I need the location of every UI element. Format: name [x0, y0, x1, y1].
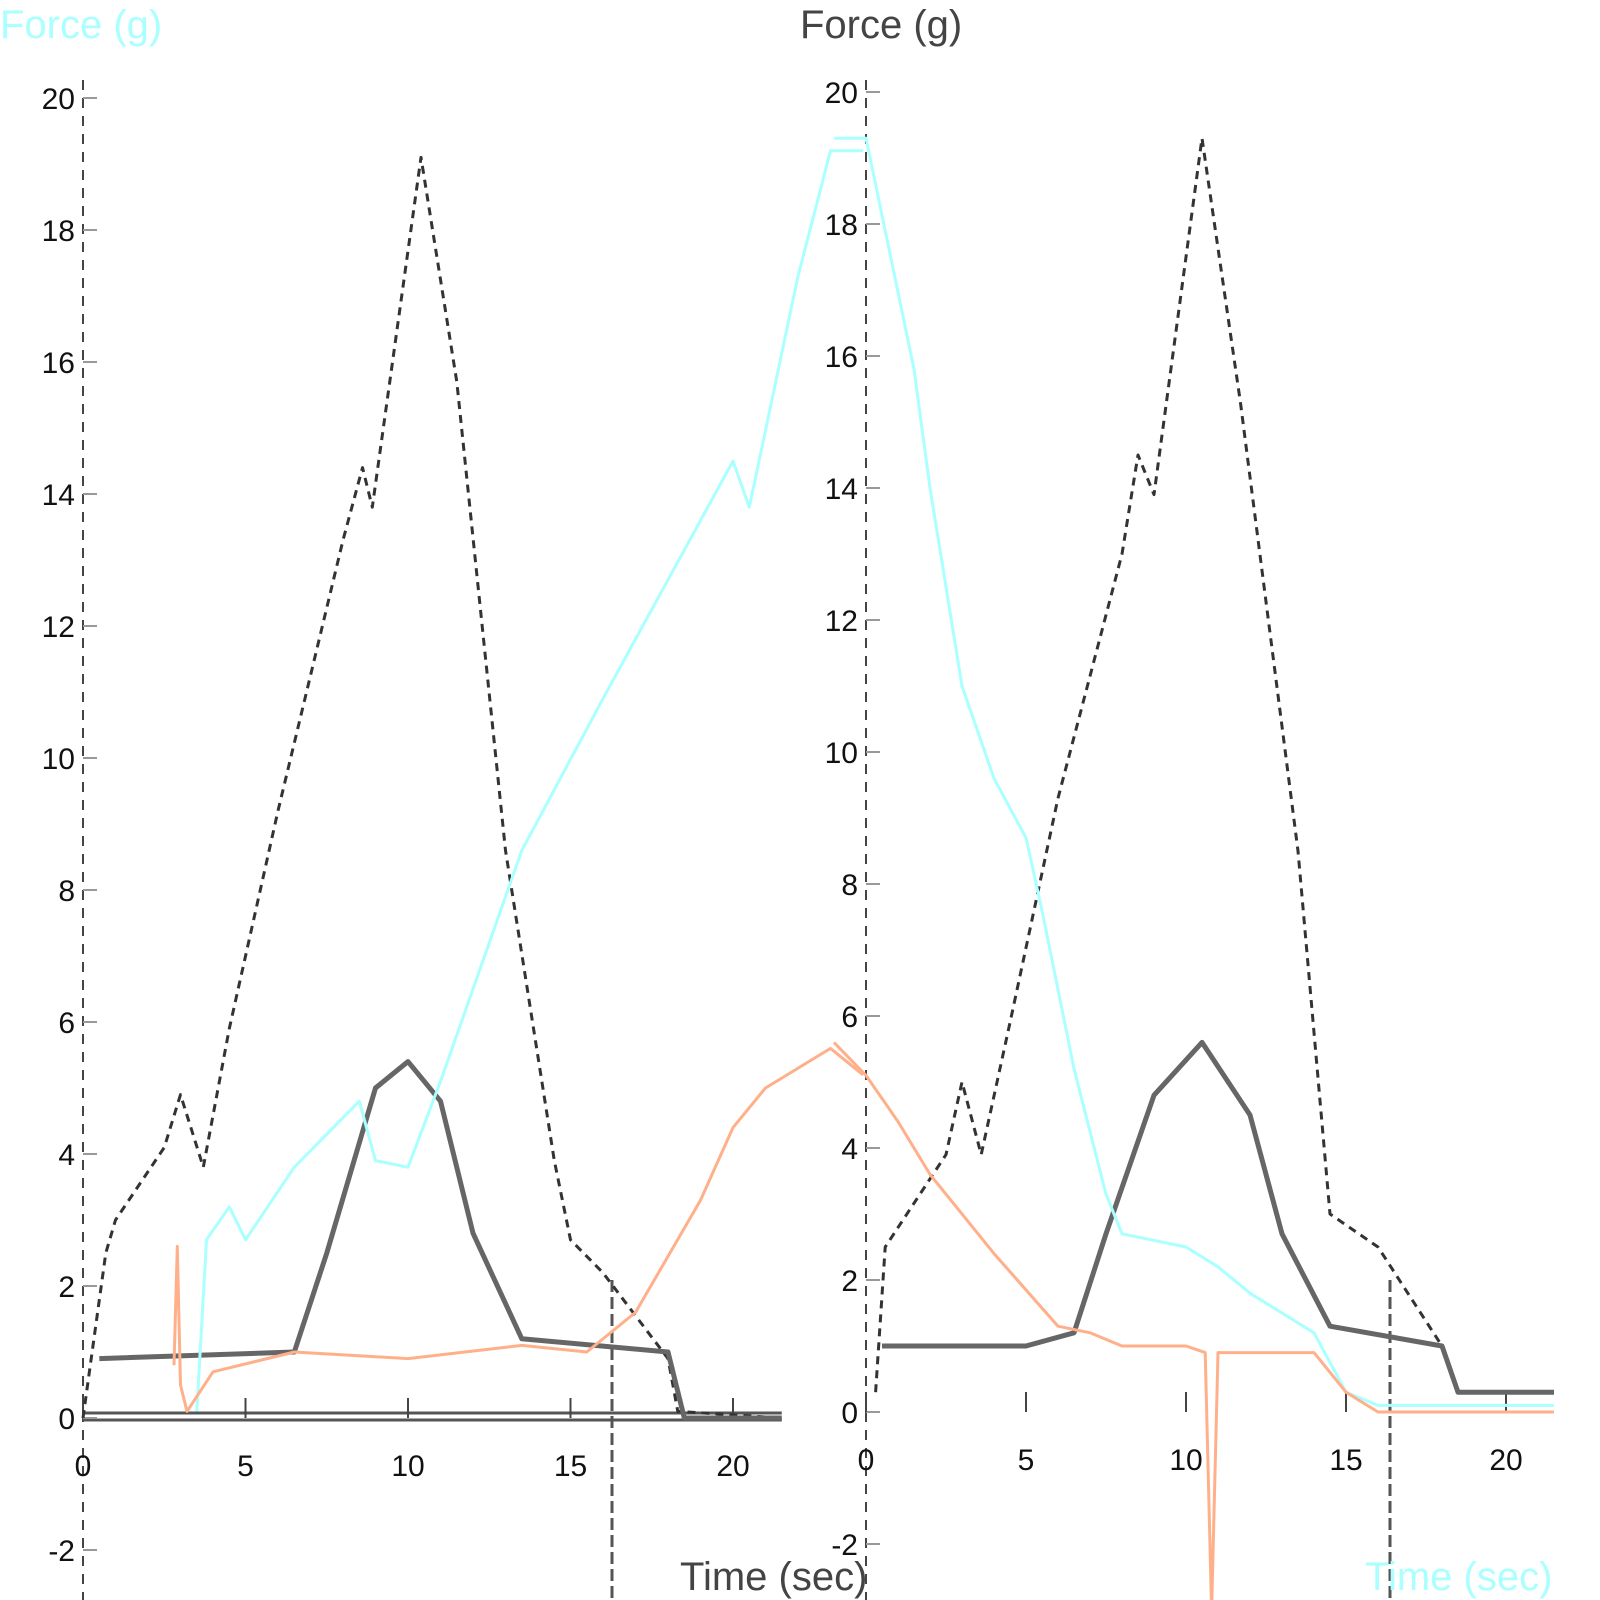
y-tick-label: 8	[58, 875, 75, 908]
y-tick-label: 10	[825, 737, 858, 770]
x-tick-label: 20	[1489, 1444, 1522, 1477]
y-tick-label: 18	[42, 215, 75, 248]
y-tick-label: 8	[841, 869, 858, 902]
y-tick-label: 14	[42, 479, 75, 512]
x-tick-label: 5	[237, 1450, 254, 1483]
x-tick-label: 10	[391, 1450, 424, 1483]
series-line-1	[874, 136, 1554, 1394]
x-tick-label: 10	[1169, 1444, 1202, 1477]
series-line-1	[81, 155, 782, 1420]
y-tick-label: 12	[42, 611, 75, 644]
x-axis-label-right: Time (sec)	[1365, 1555, 1552, 1599]
x-tick-label: 20	[716, 1450, 749, 1483]
y-tick-label: 4	[841, 1133, 858, 1166]
series-line-2	[882, 1039, 1554, 1395]
x-axis-label: Time (sec)	[680, 1555, 867, 1599]
y-axis-label-right: Force (g)	[800, 3, 962, 47]
x-tick-label: 5	[1018, 1444, 1035, 1477]
y-tick-label: 0	[841, 1397, 858, 1430]
y-tick-label: 6	[58, 1007, 75, 1040]
y-tick-label: 10	[42, 743, 75, 776]
y-tick-label: 20	[825, 77, 858, 110]
y-tick-label: 2	[841, 1265, 858, 1298]
y-tick-label: 16	[42, 347, 75, 380]
y-axis-label: Force (g)	[0, 3, 162, 47]
y-tick-label: 14	[825, 473, 858, 506]
series-line-4	[832, 1041, 1554, 1600]
series-line-2	[99, 1059, 782, 1421]
x-tick-label: 15	[554, 1450, 587, 1483]
y-tick-label: 6	[841, 1001, 858, 1034]
series-line-4	[172, 1046, 864, 1413]
y-tick-label: -2	[48, 1535, 75, 1568]
y-tick-label: 4	[58, 1139, 75, 1172]
x-tick-label: 0	[858, 1444, 875, 1477]
y-tick-label: 2	[58, 1271, 75, 1304]
series-line-3	[195, 149, 863, 1412]
y-tick-label: -2	[831, 1529, 858, 1562]
y-tick-label: 18	[825, 209, 858, 242]
y-tick-label: 20	[42, 83, 75, 116]
y-tick-label: 12	[825, 605, 858, 638]
x-tick-label: 15	[1329, 1444, 1362, 1477]
series-line-3	[834, 136, 1554, 1407]
y-tick-label: 0	[58, 1403, 75, 1436]
y-tick-label: 16	[825, 341, 858, 374]
x-tick-label: 0	[75, 1450, 92, 1483]
